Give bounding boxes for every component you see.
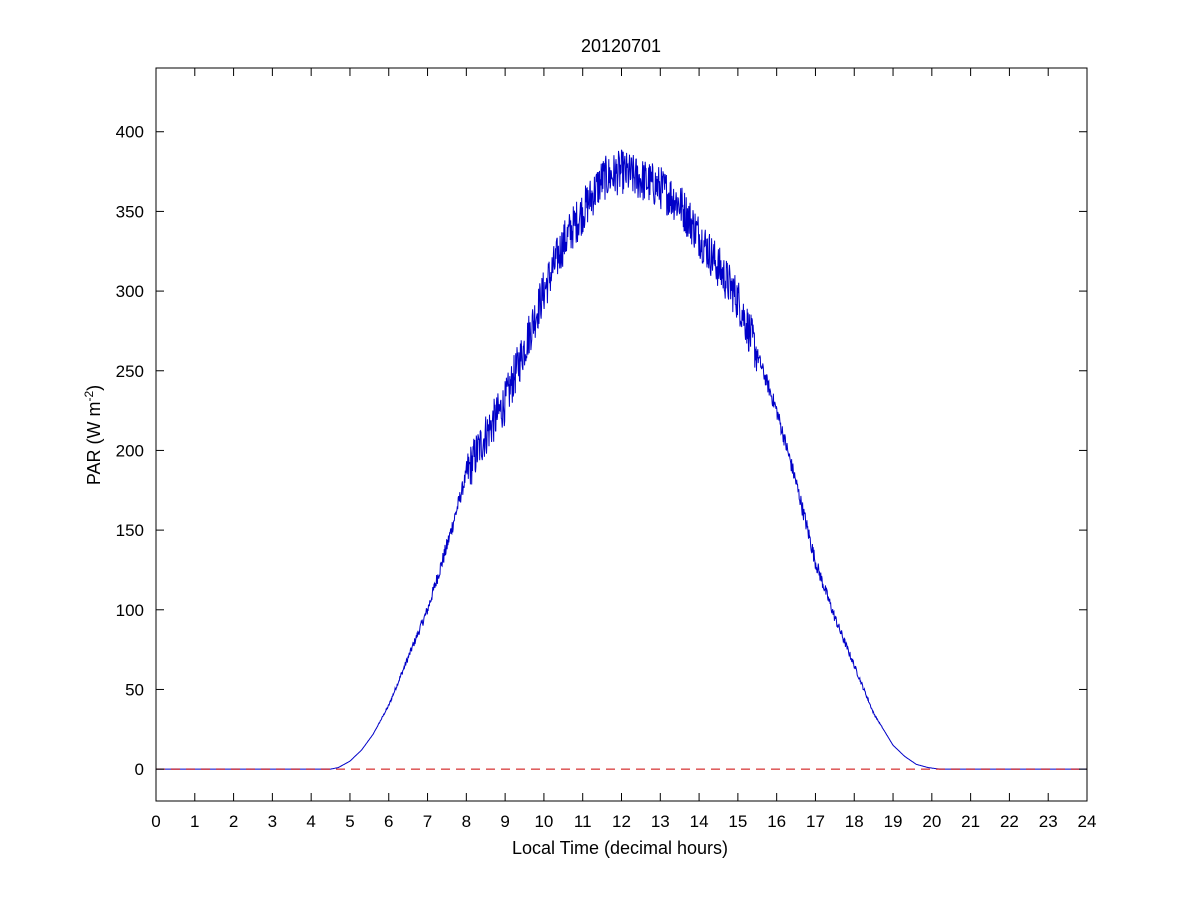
x-tick-label: 10 xyxy=(534,812,553,831)
y-tick-label: 100 xyxy=(116,601,144,620)
x-tick-label: 22 xyxy=(1000,812,1019,831)
y-axis-label-text: PAR (W m xyxy=(84,402,104,486)
x-tick-label: 9 xyxy=(500,812,509,831)
chart-title: 20120701 xyxy=(581,36,661,56)
y-tick-label: 0 xyxy=(135,760,144,779)
y-axis-label-superscript: -2 xyxy=(82,391,96,402)
x-tick-label: 20 xyxy=(922,812,941,831)
x-tick-label: 16 xyxy=(767,812,786,831)
plot-area xyxy=(156,149,1087,770)
x-tick-label: 3 xyxy=(268,812,277,831)
x-tick-label: 14 xyxy=(690,812,709,831)
x-tick-label: 8 xyxy=(462,812,471,831)
x-tick-label: 2 xyxy=(229,812,238,831)
x-tick-label: 11 xyxy=(574,812,592,831)
x-tick-label: 7 xyxy=(423,812,432,831)
x-tick-label: 4 xyxy=(306,812,315,831)
y-tick-label: 300 xyxy=(116,282,144,301)
x-axis-label: Local Time (decimal hours) xyxy=(512,838,728,858)
x-axis: 0 1 2 3 4 5 6 7 8 9 10 11 12 13 14 15 16 17 18 19 20 21 22 23 24 xyxy=(151,68,1096,831)
par-series-line xyxy=(156,149,1087,770)
y-axis-label-closing: ) xyxy=(84,385,104,391)
x-tick-label: 13 xyxy=(651,812,670,831)
y-axis-label: PAR (W m-2) xyxy=(82,385,104,485)
y-axis: 0 50 100 150 200 250 300 350 400 xyxy=(116,123,1087,779)
y-tick-label: 50 xyxy=(125,680,144,699)
x-tick-label: 19 xyxy=(884,812,903,831)
y-tick-label: 150 xyxy=(116,521,144,540)
x-tick-label: 12 xyxy=(612,812,631,831)
x-tick-label: 24 xyxy=(1078,812,1097,831)
y-tick-label: 200 xyxy=(116,441,144,460)
plot-frame xyxy=(155,67,1088,802)
y-tick-label: 400 xyxy=(116,123,144,142)
x-tick-label: 6 xyxy=(384,812,393,831)
x-tick-label: 21 xyxy=(961,812,980,831)
x-tick-label: 15 xyxy=(728,812,747,831)
x-tick-label: 23 xyxy=(1039,812,1058,831)
y-tick-label: 250 xyxy=(116,362,144,381)
x-tick-label: 1 xyxy=(190,812,199,831)
x-tick-label: 5 xyxy=(345,812,354,831)
y-tick-label: 350 xyxy=(116,202,144,221)
x-tick-label: 17 xyxy=(806,812,825,831)
x-tick-label: 0 xyxy=(151,812,160,831)
x-tick-label: 18 xyxy=(845,812,864,831)
